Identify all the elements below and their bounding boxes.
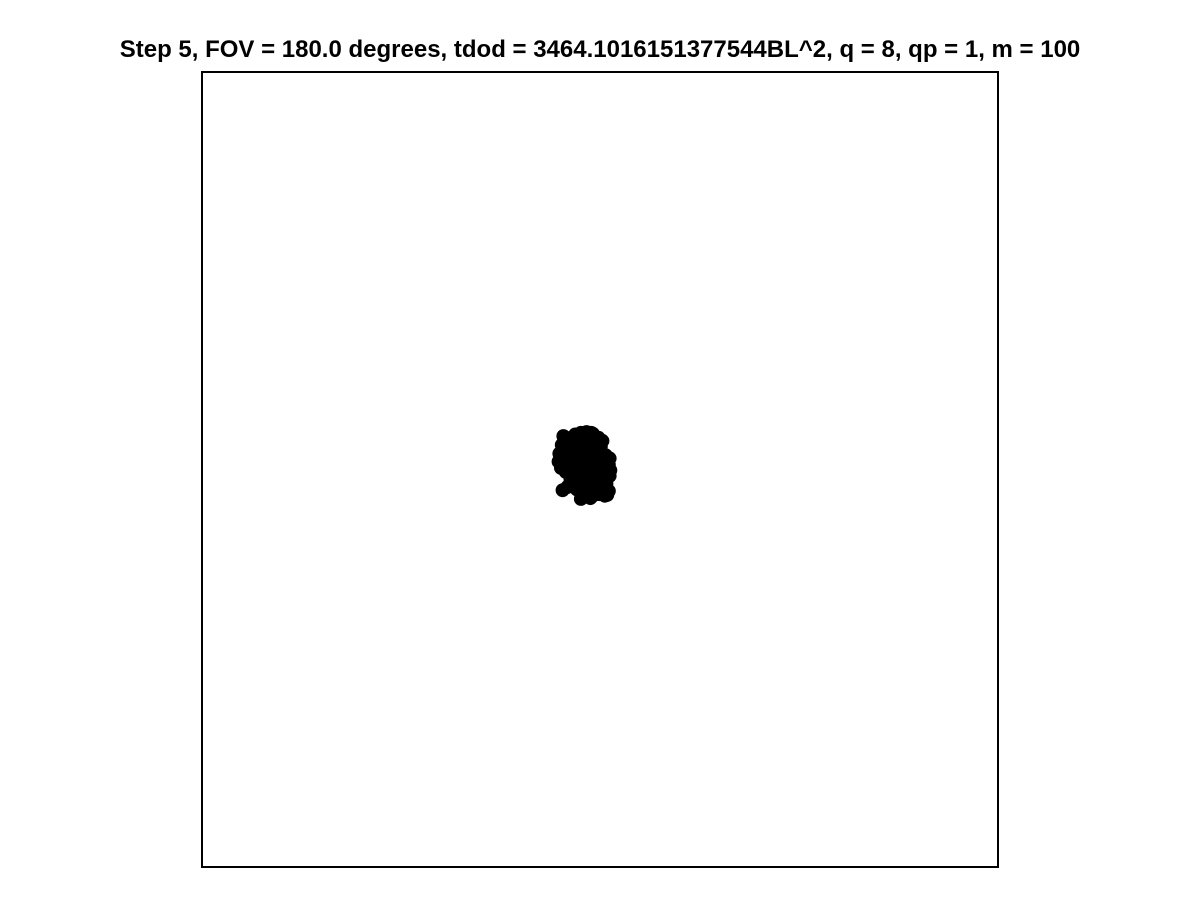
scatter-point xyxy=(562,464,577,479)
scatter-point xyxy=(558,433,572,448)
scatter-point xyxy=(569,482,584,497)
chart-title: Step 5, FOV = 180.0 degrees, tdod = 3464… xyxy=(119,36,1081,63)
scatter-point xyxy=(589,435,603,450)
scatter-points xyxy=(551,425,618,506)
scatter-point xyxy=(577,468,592,483)
scatter-point xyxy=(575,442,590,457)
scatter-point xyxy=(596,484,611,499)
scatter-point xyxy=(559,453,574,467)
scatter-point xyxy=(579,456,594,471)
scatter-point xyxy=(583,491,598,506)
scatter-point xyxy=(602,451,617,466)
